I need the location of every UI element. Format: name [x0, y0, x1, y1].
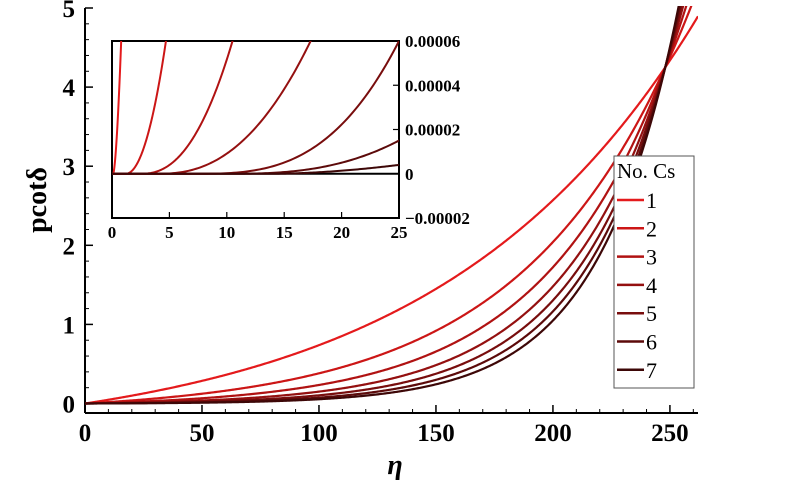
- series-line-1: [85, 15, 698, 405]
- inset-frame: [111, 40, 400, 219]
- x-tick-label: 250: [651, 420, 689, 447]
- inset-x-tick-label: 0: [108, 223, 117, 242]
- y-axis-title: pcotδ: [22, 167, 53, 233]
- inset-y-tick-label: 0.00004: [405, 76, 461, 95]
- x-tick-label: 50: [189, 420, 214, 447]
- x-axis-title: η: [387, 450, 402, 481]
- inset-series-line-4: [112, 41, 312, 175]
- y-tick-label: 5: [63, 0, 76, 23]
- y-tick-label: 2: [63, 233, 76, 260]
- series-line-3: [85, 6, 688, 405]
- y-tick-label: 1: [63, 312, 76, 339]
- inset-series-line-2: [112, 41, 167, 175]
- y-tick-label: 4: [63, 75, 76, 102]
- x-tick-label: 100: [300, 420, 338, 447]
- inset-series-line-3: [112, 41, 234, 175]
- inset-y-tick-label: 0: [405, 165, 414, 184]
- inset-series-line-7: [112, 163, 399, 175]
- series-line-2: [85, 6, 693, 405]
- series-line-7: [85, 6, 680, 405]
- inset-y-tick-label: 0.00002: [405, 121, 460, 140]
- x-tick-label: 150: [417, 420, 455, 447]
- legend-label-5: 5: [646, 301, 657, 326]
- legend-label-1: 1: [646, 188, 657, 213]
- legend-label-2: 2: [646, 216, 657, 241]
- inset-x-tick-label: 10: [218, 223, 235, 242]
- legend-label-4: 4: [646, 273, 657, 298]
- legend-label-6: 6: [646, 330, 657, 355]
- legend-label-7: 7: [646, 358, 657, 383]
- y-tick-label: 3: [63, 154, 76, 181]
- inset-x-tick-label: 15: [276, 223, 293, 242]
- x-tick-label: 200: [534, 420, 572, 447]
- inset-x-tick-label: 20: [333, 223, 350, 242]
- y-tick-label: 0: [63, 392, 76, 419]
- inset-plot: 0 5 10 15 20 25−0.00002 0 0.00002 0.00004 0.00006: [108, 32, 470, 242]
- inset-y-tick-label: −0.00002: [405, 209, 470, 228]
- legend-label-3: 3: [646, 245, 657, 270]
- inset-x-tick-label: 5: [165, 223, 174, 242]
- inset-y-tick-label: 0.00006: [405, 32, 460, 51]
- inset-x-tick-label: 25: [391, 223, 408, 242]
- legend-box: [613, 155, 695, 389]
- inset-series-line-1: [112, 41, 123, 175]
- legend: No. Cs 1 2 3 4 5 6 7: [613, 155, 695, 389]
- x-tick-label: 0: [79, 420, 92, 447]
- legend-title: No. Cs: [617, 159, 675, 183]
